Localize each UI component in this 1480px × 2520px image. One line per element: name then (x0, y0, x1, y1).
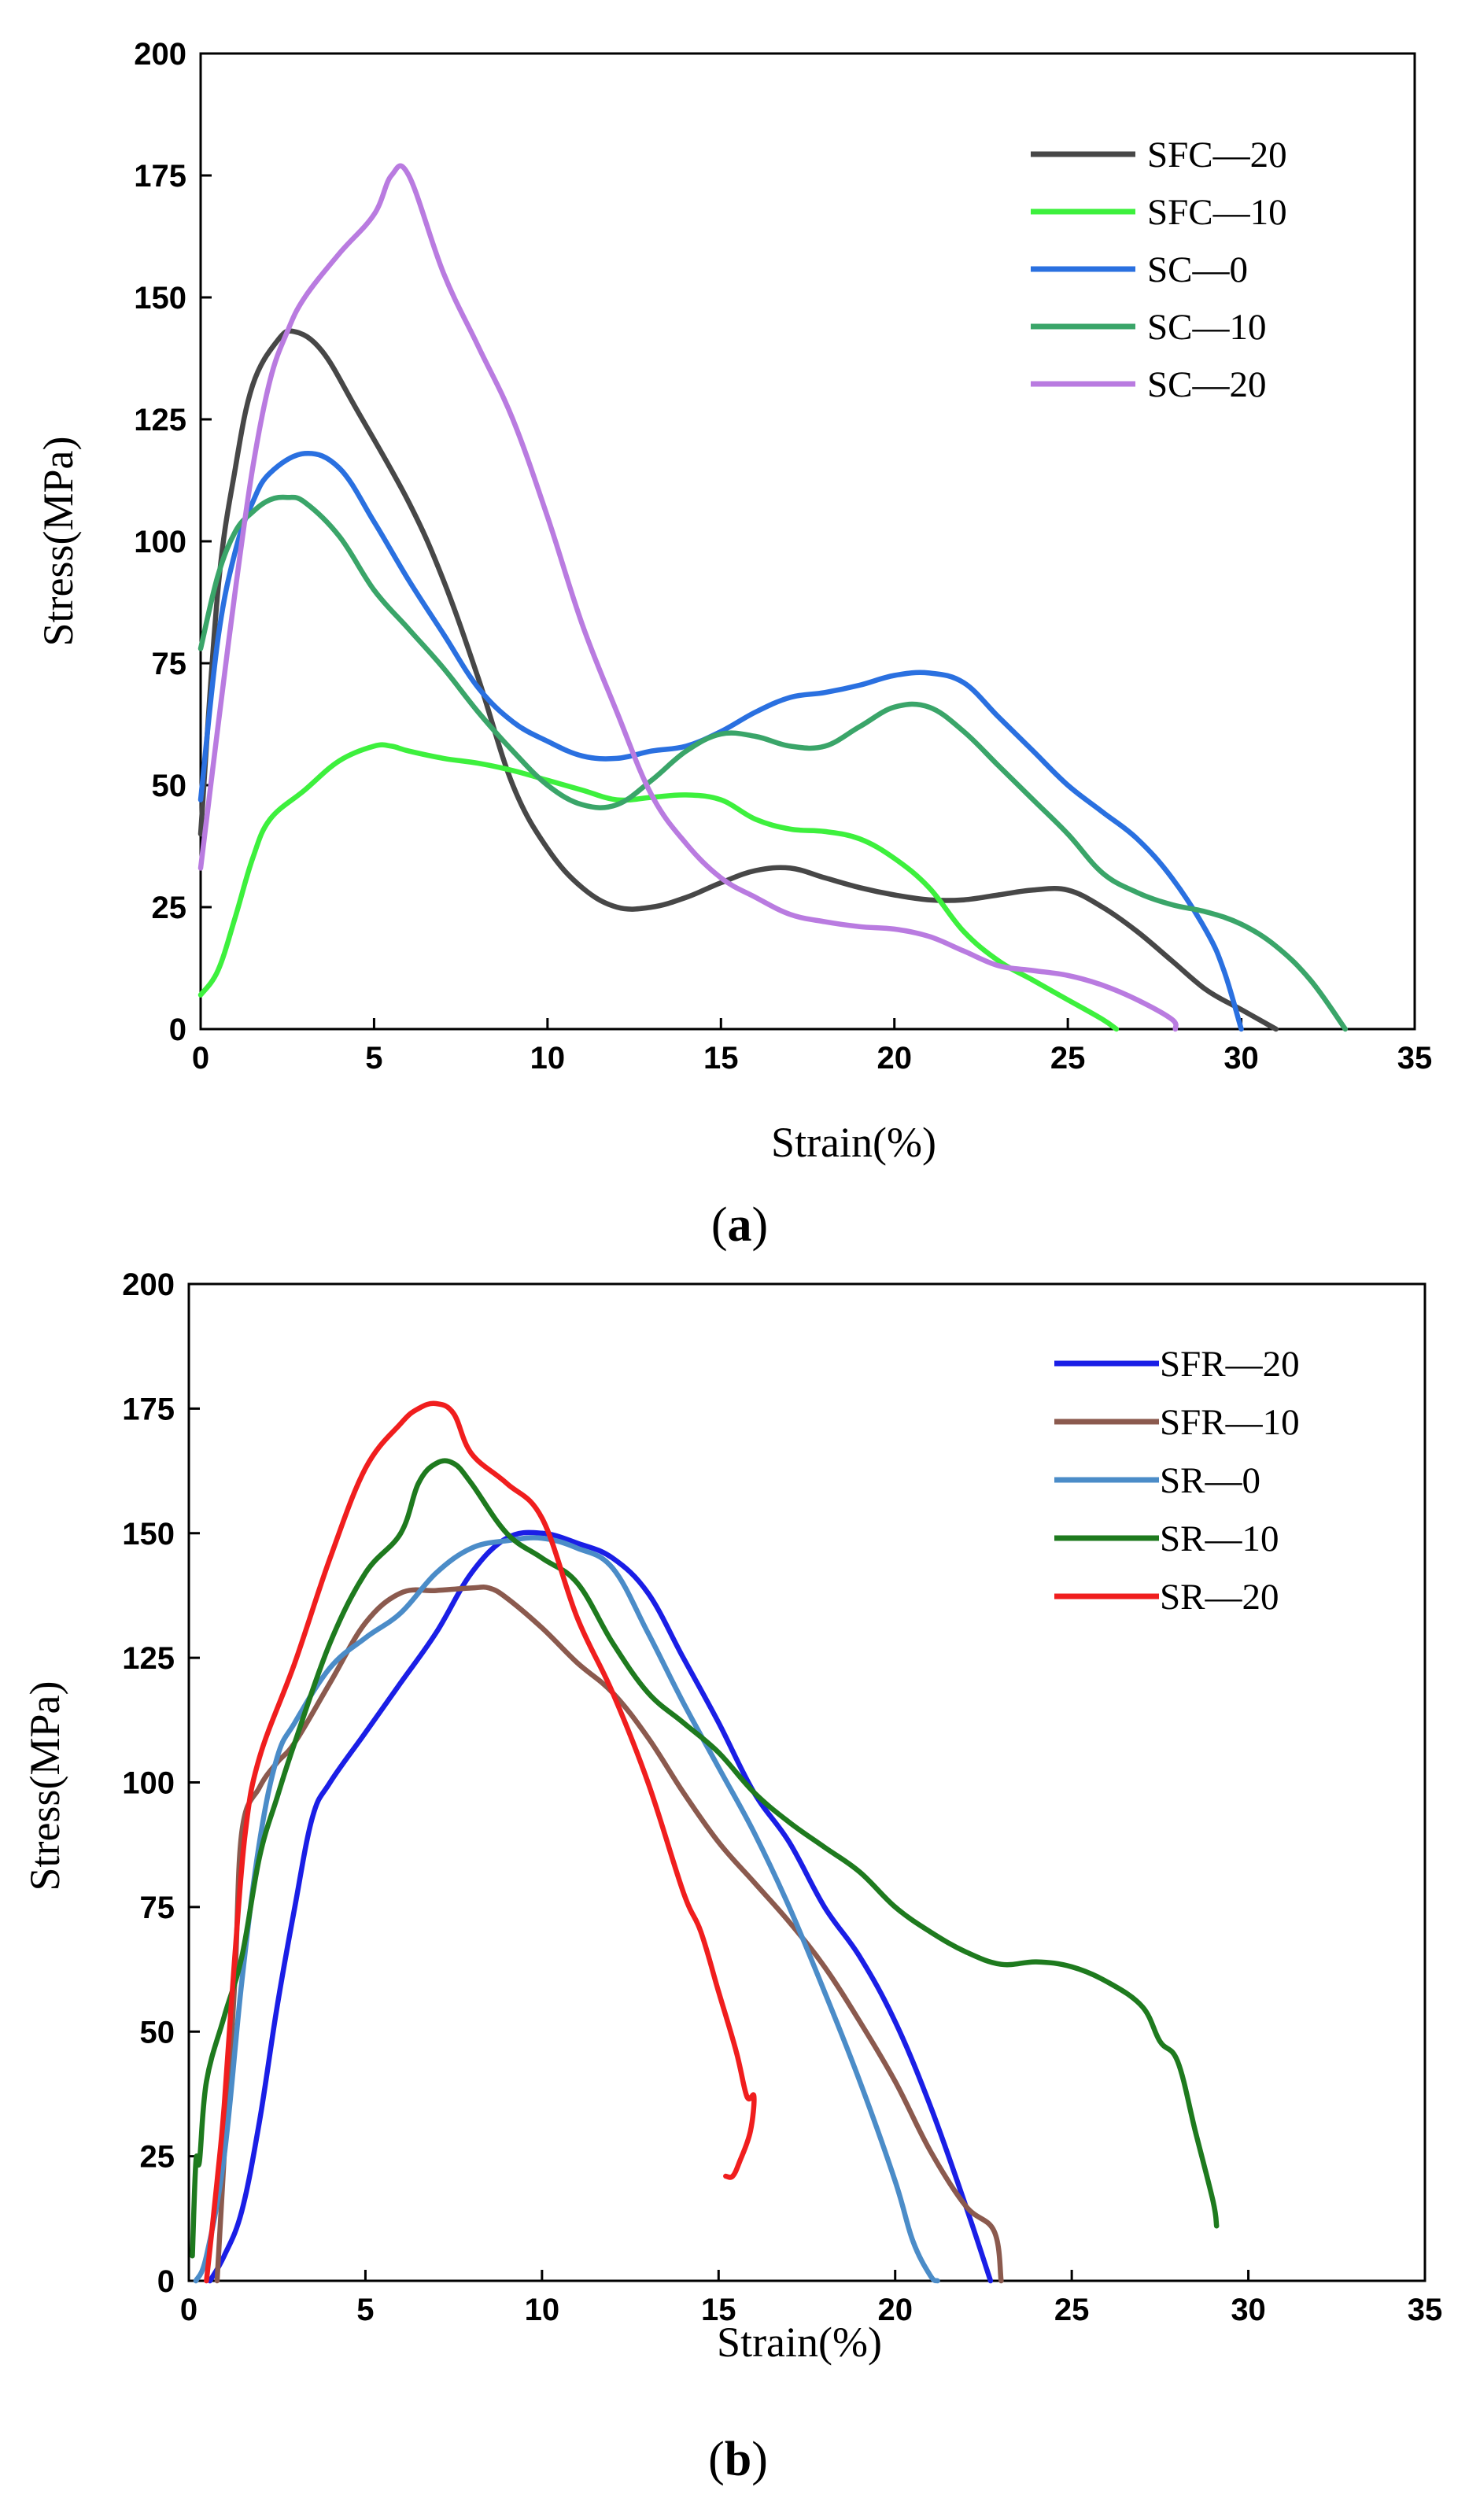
x-tick-label: 35 (1397, 1041, 1433, 1076)
legend-label: SR—0 (1160, 1460, 1260, 1501)
y-axis-title-a: Stress(MPa) (35, 437, 82, 647)
x-tick-label: 30 (1231, 2293, 1266, 2327)
panel-letter-a: a (728, 1198, 752, 1252)
y-tick-label: 0 (169, 1013, 186, 1047)
x-axis-ticks-a: 0 5 10 15 20 25 30 35 (192, 1018, 1432, 1076)
series-group-b (190, 1400, 1220, 2284)
series-line-sfr-20 (207, 1529, 994, 2284)
y-tick-label: 0 (157, 2264, 175, 2299)
series-group-a (197, 163, 1349, 1032)
series-line-sfr-10 (214, 1585, 1004, 2284)
x-tick-label: 35 (1408, 2293, 1443, 2327)
legend-label: SC—20 (1147, 364, 1267, 405)
x-tick-label: 15 (701, 2293, 736, 2327)
y-tick-label: 50 (152, 769, 187, 803)
chart-panel-a: 0 25 50 75 100 125 150 175 200 0 5 10 15 20 25 30 35 SF… (35, 37, 1432, 1252)
legend-label: SFR—20 (1160, 1344, 1300, 1385)
legend-label: SC—0 (1147, 249, 1248, 290)
legend-label: SC—10 (1147, 307, 1267, 348)
legend-label: SR—10 (1160, 1518, 1279, 1559)
y-axis-title-b: Stress(MPa) (21, 1681, 68, 1891)
legend-label: SR—20 (1160, 1577, 1279, 1618)
legend-a: SFC—20 SFC—10 SC—0 SC—10 SC—20 (1031, 135, 1287, 405)
x-tick-label: 30 (1223, 1041, 1259, 1076)
x-tick-label: 15 (703, 1041, 739, 1076)
y-tick-label: 200 (134, 37, 186, 72)
legend-b: SFR—20 SFR—10 SR—0 SR—10 SR—20 (1054, 1344, 1300, 1618)
x-tick-label: 25 (1054, 2293, 1090, 2327)
y-tick-label: 25 (152, 891, 187, 925)
legend-label: SFR—10 (1160, 1402, 1300, 1443)
y-tick-label: 125 (134, 403, 186, 437)
x-axis-title-b: Strain(%) (717, 2319, 882, 2366)
x-tick-label: 5 (356, 2293, 374, 2327)
x-tick-label: 20 (877, 2293, 913, 2327)
y-tick-label: 175 (122, 1392, 175, 1426)
x-axis-title-a: Strain(%) (771, 1119, 936, 1166)
y-tick-label: 25 (140, 2140, 175, 2175)
panel-label-b: (b) (708, 2433, 768, 2486)
y-tick-label: 100 (122, 1766, 175, 1801)
x-axis-ticks-b: 0 5 10 15 20 25 30 35 (180, 2270, 1442, 2327)
x-tick-label: 25 (1050, 1041, 1086, 1076)
y-tick-label: 150 (122, 1517, 175, 1551)
x-tick-label: 0 (192, 1041, 209, 1076)
y-tick-label: 200 (122, 1267, 175, 1302)
series-line-sfc-10 (197, 742, 1120, 1032)
y-axis-ticks-b: 0 25 50 75 100 125 150 175 200 (122, 1267, 200, 2299)
legend-label: SFC—10 (1147, 192, 1287, 233)
series-line-sc-0 (197, 450, 1244, 1032)
y-axis-ticks-a: 0 25 50 75 100 125 150 175 200 (134, 37, 212, 1047)
y-tick-label: 75 (152, 647, 187, 681)
x-tick-label: 0 (180, 2293, 197, 2327)
y-tick-label: 125 (122, 1641, 175, 1676)
y-tick-label: 100 (134, 525, 186, 559)
y-tick-label: 50 (140, 2015, 175, 2050)
y-tick-label: 175 (134, 159, 186, 194)
panel-letter-b: b (725, 2433, 751, 2486)
x-tick-label: 5 (365, 1041, 382, 1076)
chart-panel-b: 0 25 50 75 100 125 150 175 200 0 5 10 15 20 25 30 35 SF… (21, 1267, 1442, 2486)
series-line-sr-10 (190, 1458, 1220, 2259)
series-line-sr-20 (204, 1400, 757, 2284)
series-line-sc-10 (197, 494, 1349, 1032)
x-tick-label: 10 (530, 1041, 566, 1076)
x-tick-label: 20 (877, 1041, 912, 1076)
series-line-sfc-20 (197, 328, 1279, 1032)
x-tick-label: 10 (525, 2293, 560, 2327)
series-line-sc-20 (197, 163, 1179, 1032)
panel-label-a: (a) (711, 1198, 768, 1252)
y-tick-label: 75 (140, 1891, 175, 1925)
y-tick-label: 150 (134, 281, 186, 315)
legend-label: SFC—20 (1147, 135, 1287, 175)
